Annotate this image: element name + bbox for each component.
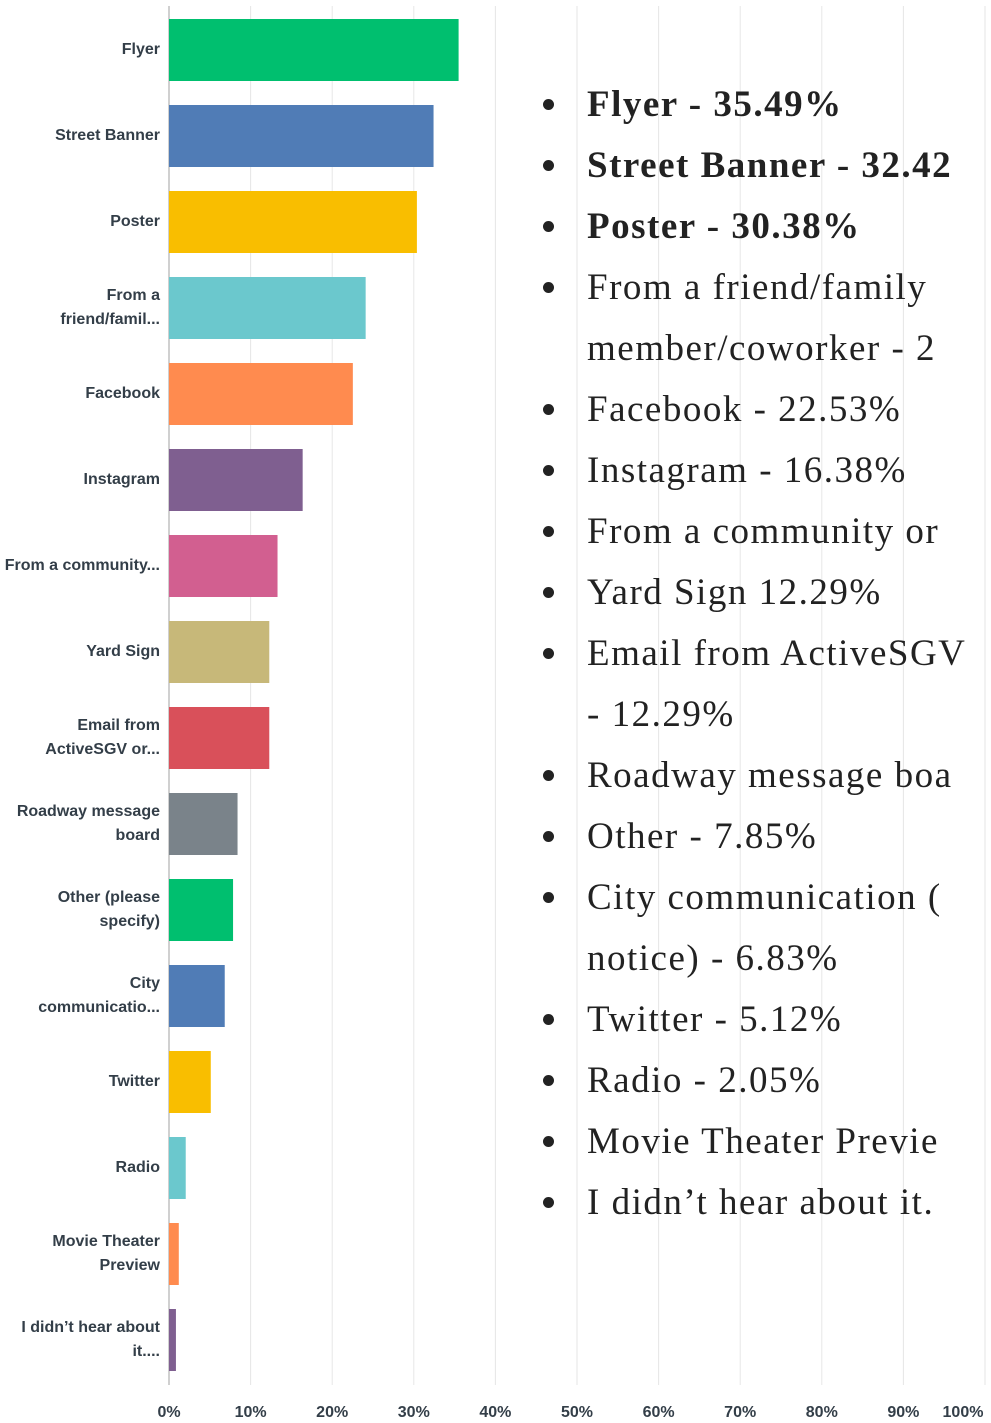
bullet bbox=[543, 1136, 554, 1147]
bar bbox=[169, 363, 353, 425]
x-tick-label: 60% bbox=[643, 1404, 675, 1421]
bar bbox=[169, 621, 270, 683]
list-item: Flyer - 35.49% bbox=[540, 74, 991, 135]
bullet bbox=[543, 1197, 554, 1208]
list-text: From a community or bbox=[587, 511, 940, 552]
bullet bbox=[543, 831, 554, 842]
x-tick-label: 70% bbox=[724, 1404, 756, 1421]
bullet-list: Flyer - 35.49% Street Banner - 32.42 Poste… bbox=[540, 74, 991, 1233]
list-item: I didn’t hear about it. bbox=[540, 1172, 991, 1233]
category-label: Movie Theater Preview bbox=[52, 1233, 160, 1274]
list-item: Roadway message boa bbox=[540, 745, 991, 806]
list-text: Twitter - 5.12% bbox=[587, 999, 843, 1040]
list-item: Movie Theater Previe bbox=[540, 1111, 991, 1172]
bar bbox=[169, 449, 303, 511]
category-label: Email from ActiveSGV or... bbox=[45, 717, 160, 758]
category-label: From a community... bbox=[4, 557, 160, 574]
bullet bbox=[543, 648, 554, 659]
bullet bbox=[543, 1014, 554, 1025]
bullet bbox=[543, 587, 554, 598]
bar bbox=[169, 191, 417, 253]
bar bbox=[169, 965, 225, 1027]
list-item: From a friend/family member/coworker - 2 bbox=[540, 257, 991, 379]
list-item: Other - 7.85% bbox=[540, 806, 991, 867]
category-label: Radio bbox=[115, 1159, 160, 1176]
list-text: City communication ( bbox=[587, 877, 942, 918]
category-label: I didn’t hear about it.... bbox=[21, 1319, 160, 1360]
category-label: Yard Sign bbox=[86, 643, 160, 660]
category-label: Street Banner bbox=[55, 127, 160, 144]
list-text: member/coworker - 2 bbox=[587, 328, 937, 369]
bullet bbox=[543, 892, 554, 903]
list-text: Other - 7.85% bbox=[587, 816, 818, 857]
x-tick-label: 50% bbox=[561, 1404, 593, 1421]
list-text: Street Banner - 32.42 bbox=[587, 145, 953, 186]
list-text: notice) - 6.83% bbox=[587, 938, 839, 979]
list-item: Street Banner - 32.42 bbox=[540, 135, 991, 196]
list-item: City communication ( notice) - 6.83% bbox=[540, 867, 991, 989]
category-label: Twitter bbox=[108, 1073, 160, 1090]
bullet bbox=[543, 282, 554, 293]
list-item: Twitter - 5.12% bbox=[540, 989, 991, 1050]
list-text: Roadway message boa bbox=[587, 755, 953, 796]
bullet bbox=[543, 770, 554, 781]
bullet bbox=[543, 221, 554, 232]
list-item: From a community or bbox=[540, 501, 991, 562]
list-text: Instagram - 16.38% bbox=[587, 450, 907, 491]
x-tick-label: 30% bbox=[398, 1404, 430, 1421]
bar bbox=[169, 879, 234, 941]
bar bbox=[169, 1137, 186, 1199]
category-label: Instagram bbox=[83, 471, 160, 488]
list-item: Instagram - 16.38% bbox=[540, 440, 991, 501]
list-item: Radio - 2.05% bbox=[540, 1050, 991, 1111]
x-tick-label: 10% bbox=[235, 1404, 267, 1421]
bar bbox=[169, 1223, 179, 1285]
x-tick-label: 0% bbox=[157, 1404, 180, 1421]
x-tick-label: 100% bbox=[943, 1404, 984, 1421]
category-label: Flyer bbox=[121, 41, 160, 58]
bar bbox=[169, 19, 459, 81]
bar bbox=[169, 1309, 176, 1371]
x-tick-label: 90% bbox=[887, 1404, 919, 1421]
category-label: Facebook bbox=[85, 385, 160, 402]
list-text: - 12.29% bbox=[587, 694, 735, 735]
bullet bbox=[543, 526, 554, 537]
bullet bbox=[543, 160, 554, 171]
category-label: City communicatio... bbox=[38, 975, 160, 1016]
bar bbox=[169, 793, 238, 855]
bullet bbox=[543, 465, 554, 476]
x-tick-label: 40% bbox=[479, 1404, 511, 1421]
category-label: Other (please specify) bbox=[57, 889, 160, 930]
list-item: Email from ActiveSGV - 12.29% bbox=[540, 623, 991, 745]
category-label: Roadway message board bbox=[16, 803, 160, 844]
list-text: Flyer - 35.49% bbox=[587, 84, 843, 125]
bar bbox=[169, 105, 434, 167]
list-item: Yard Sign 12.29% bbox=[540, 562, 991, 623]
list-item: Facebook - 22.53% bbox=[540, 379, 991, 440]
bar bbox=[169, 535, 278, 597]
list-text: Radio - 2.05% bbox=[587, 1060, 822, 1101]
bar bbox=[169, 1051, 211, 1113]
list-item: Poster - 30.38% bbox=[540, 196, 991, 257]
list-text: Movie Theater Previe bbox=[587, 1121, 939, 1162]
bullet bbox=[543, 1075, 554, 1086]
bar bbox=[169, 277, 366, 339]
list-text: Poster - 30.38% bbox=[587, 206, 861, 247]
list-text: I didn’t hear about it. bbox=[587, 1182, 935, 1223]
category-label: From a friend/famil... bbox=[60, 287, 160, 328]
list-text: Yard Sign 12.29% bbox=[587, 572, 882, 613]
bullet bbox=[543, 404, 554, 415]
list-text: Facebook - 22.53% bbox=[587, 389, 902, 430]
category-label: Poster bbox=[110, 213, 160, 230]
bullet bbox=[543, 99, 554, 110]
list-text: From a friend/family bbox=[587, 267, 928, 308]
bar bbox=[169, 707, 270, 769]
list-text: Email from ActiveSGV bbox=[587, 633, 967, 674]
x-tick-label: 80% bbox=[806, 1404, 838, 1421]
x-tick-label: 20% bbox=[316, 1404, 348, 1421]
